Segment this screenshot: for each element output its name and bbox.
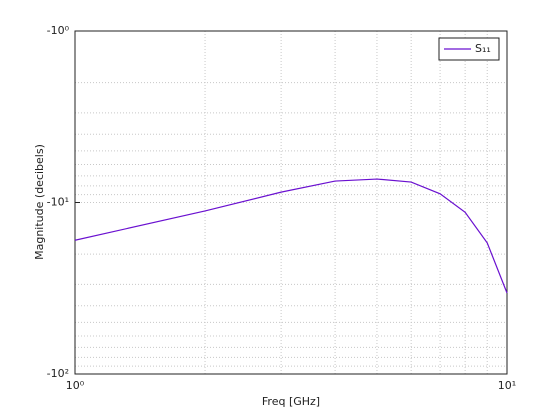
legend-label: S₁₁ bbox=[475, 42, 491, 55]
y-tick-label: -10² bbox=[47, 367, 69, 380]
x-tick-label: 10⁰ bbox=[66, 379, 85, 392]
x-tick-label: 10¹ bbox=[498, 379, 516, 392]
x-axis-label: Freq [GHz] bbox=[262, 395, 320, 408]
data-line bbox=[74, 178, 508, 294]
y-axis-label: Magnitude (decibels) bbox=[33, 144, 46, 260]
y-tick-label: -10¹ bbox=[47, 196, 69, 209]
y-tick-label: -10⁰ bbox=[47, 24, 70, 37]
plot-frame bbox=[74, 30, 508, 375]
